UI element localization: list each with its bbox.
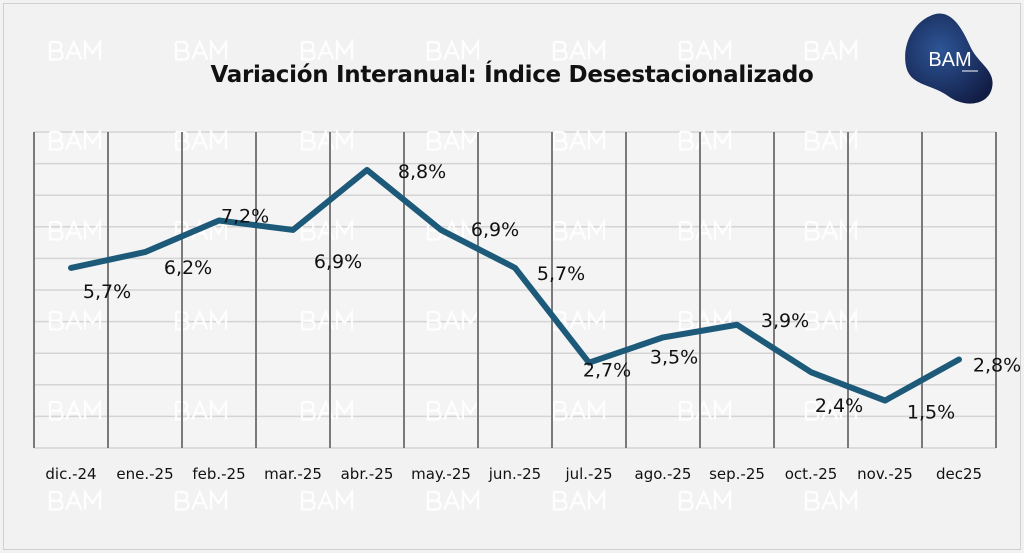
x-tick-label: ago.-25	[635, 465, 692, 483]
watermark-logo	[678, 38, 732, 61]
watermark-logo	[300, 308, 354, 331]
watermark-logo	[48, 308, 102, 331]
watermark-logo	[174, 488, 228, 511]
watermark-logo	[300, 398, 354, 421]
watermark-logo	[804, 488, 858, 511]
watermark-logo	[552, 308, 606, 331]
x-tick-label: oct.-25	[785, 465, 838, 483]
watermark-logo	[804, 308, 858, 331]
watermark-logo	[48, 128, 102, 151]
watermark-logo	[426, 488, 480, 511]
watermark-logo	[300, 218, 354, 241]
watermark-logo	[678, 488, 732, 511]
data-label: 8,8%	[398, 161, 446, 183]
data-label: 2,7%	[583, 360, 631, 382]
watermark-logo	[804, 398, 858, 421]
watermark-logo	[678, 128, 732, 151]
watermark-logo	[300, 128, 354, 151]
x-tick-label: abr.-25	[341, 465, 394, 483]
watermark-logo	[552, 398, 606, 421]
x-tick-label: feb.-25	[192, 465, 245, 483]
chart-title: Variación Interanual: Índice Desestacion…	[210, 62, 814, 88]
watermark-logo	[678, 308, 732, 331]
watermark-logo	[552, 488, 606, 511]
data-label: 3,5%	[650, 346, 698, 368]
watermark-logo	[552, 38, 606, 61]
watermark-logo	[678, 218, 732, 241]
watermark-logo	[426, 308, 480, 331]
watermark-logo	[174, 308, 228, 331]
logo-text: BAM	[928, 49, 971, 71]
bam-logo: BAM	[905, 13, 993, 104]
x-tick-label: ene.-25	[116, 465, 173, 483]
watermark-logo	[804, 128, 858, 151]
watermark-logo	[426, 38, 480, 61]
x-tick-label: jul.-25	[564, 465, 612, 483]
watermark-logo	[174, 398, 228, 421]
x-tick-label: sep.-25	[709, 465, 765, 483]
watermark-logo	[426, 398, 480, 421]
watermark-logo	[804, 218, 858, 241]
watermark-logo	[48, 38, 102, 61]
data-label: 7,2%	[221, 205, 269, 227]
data-label: 1,5%	[907, 402, 955, 424]
data-label: 5,7%	[83, 281, 131, 303]
x-tick-label: mar.-25	[264, 465, 322, 483]
x-tick-label: dec25	[936, 465, 982, 483]
data-label: 2,4%	[815, 395, 863, 417]
watermark-logo	[48, 398, 102, 421]
watermark-logo	[174, 128, 228, 151]
data-label: 3,9%	[761, 310, 809, 332]
x-tick-label: jun.-25	[488, 465, 541, 483]
data-label: 2,8%	[973, 355, 1021, 377]
x-tick-label: nov.-25	[857, 465, 913, 483]
x-tick-label: dic.-24	[45, 465, 96, 483]
watermark-logo	[48, 218, 102, 241]
x-tick-label: may.-25	[411, 465, 471, 483]
watermark-logo	[300, 488, 354, 511]
watermark-logo	[300, 38, 354, 61]
data-label: 5,7%	[537, 263, 585, 285]
watermark-logo	[552, 128, 606, 151]
data-label: 6,9%	[314, 251, 362, 273]
data-label: 6,9%	[471, 219, 519, 241]
watermark-logo	[174, 38, 228, 61]
watermark-logo	[552, 218, 606, 241]
watermark-logo	[48, 488, 102, 511]
watermark-logo	[426, 128, 480, 151]
data-label: 6,2%	[164, 257, 212, 279]
watermark-logo	[804, 38, 858, 61]
watermark-logo	[678, 398, 732, 421]
chart-frame	[3, 3, 1021, 550]
